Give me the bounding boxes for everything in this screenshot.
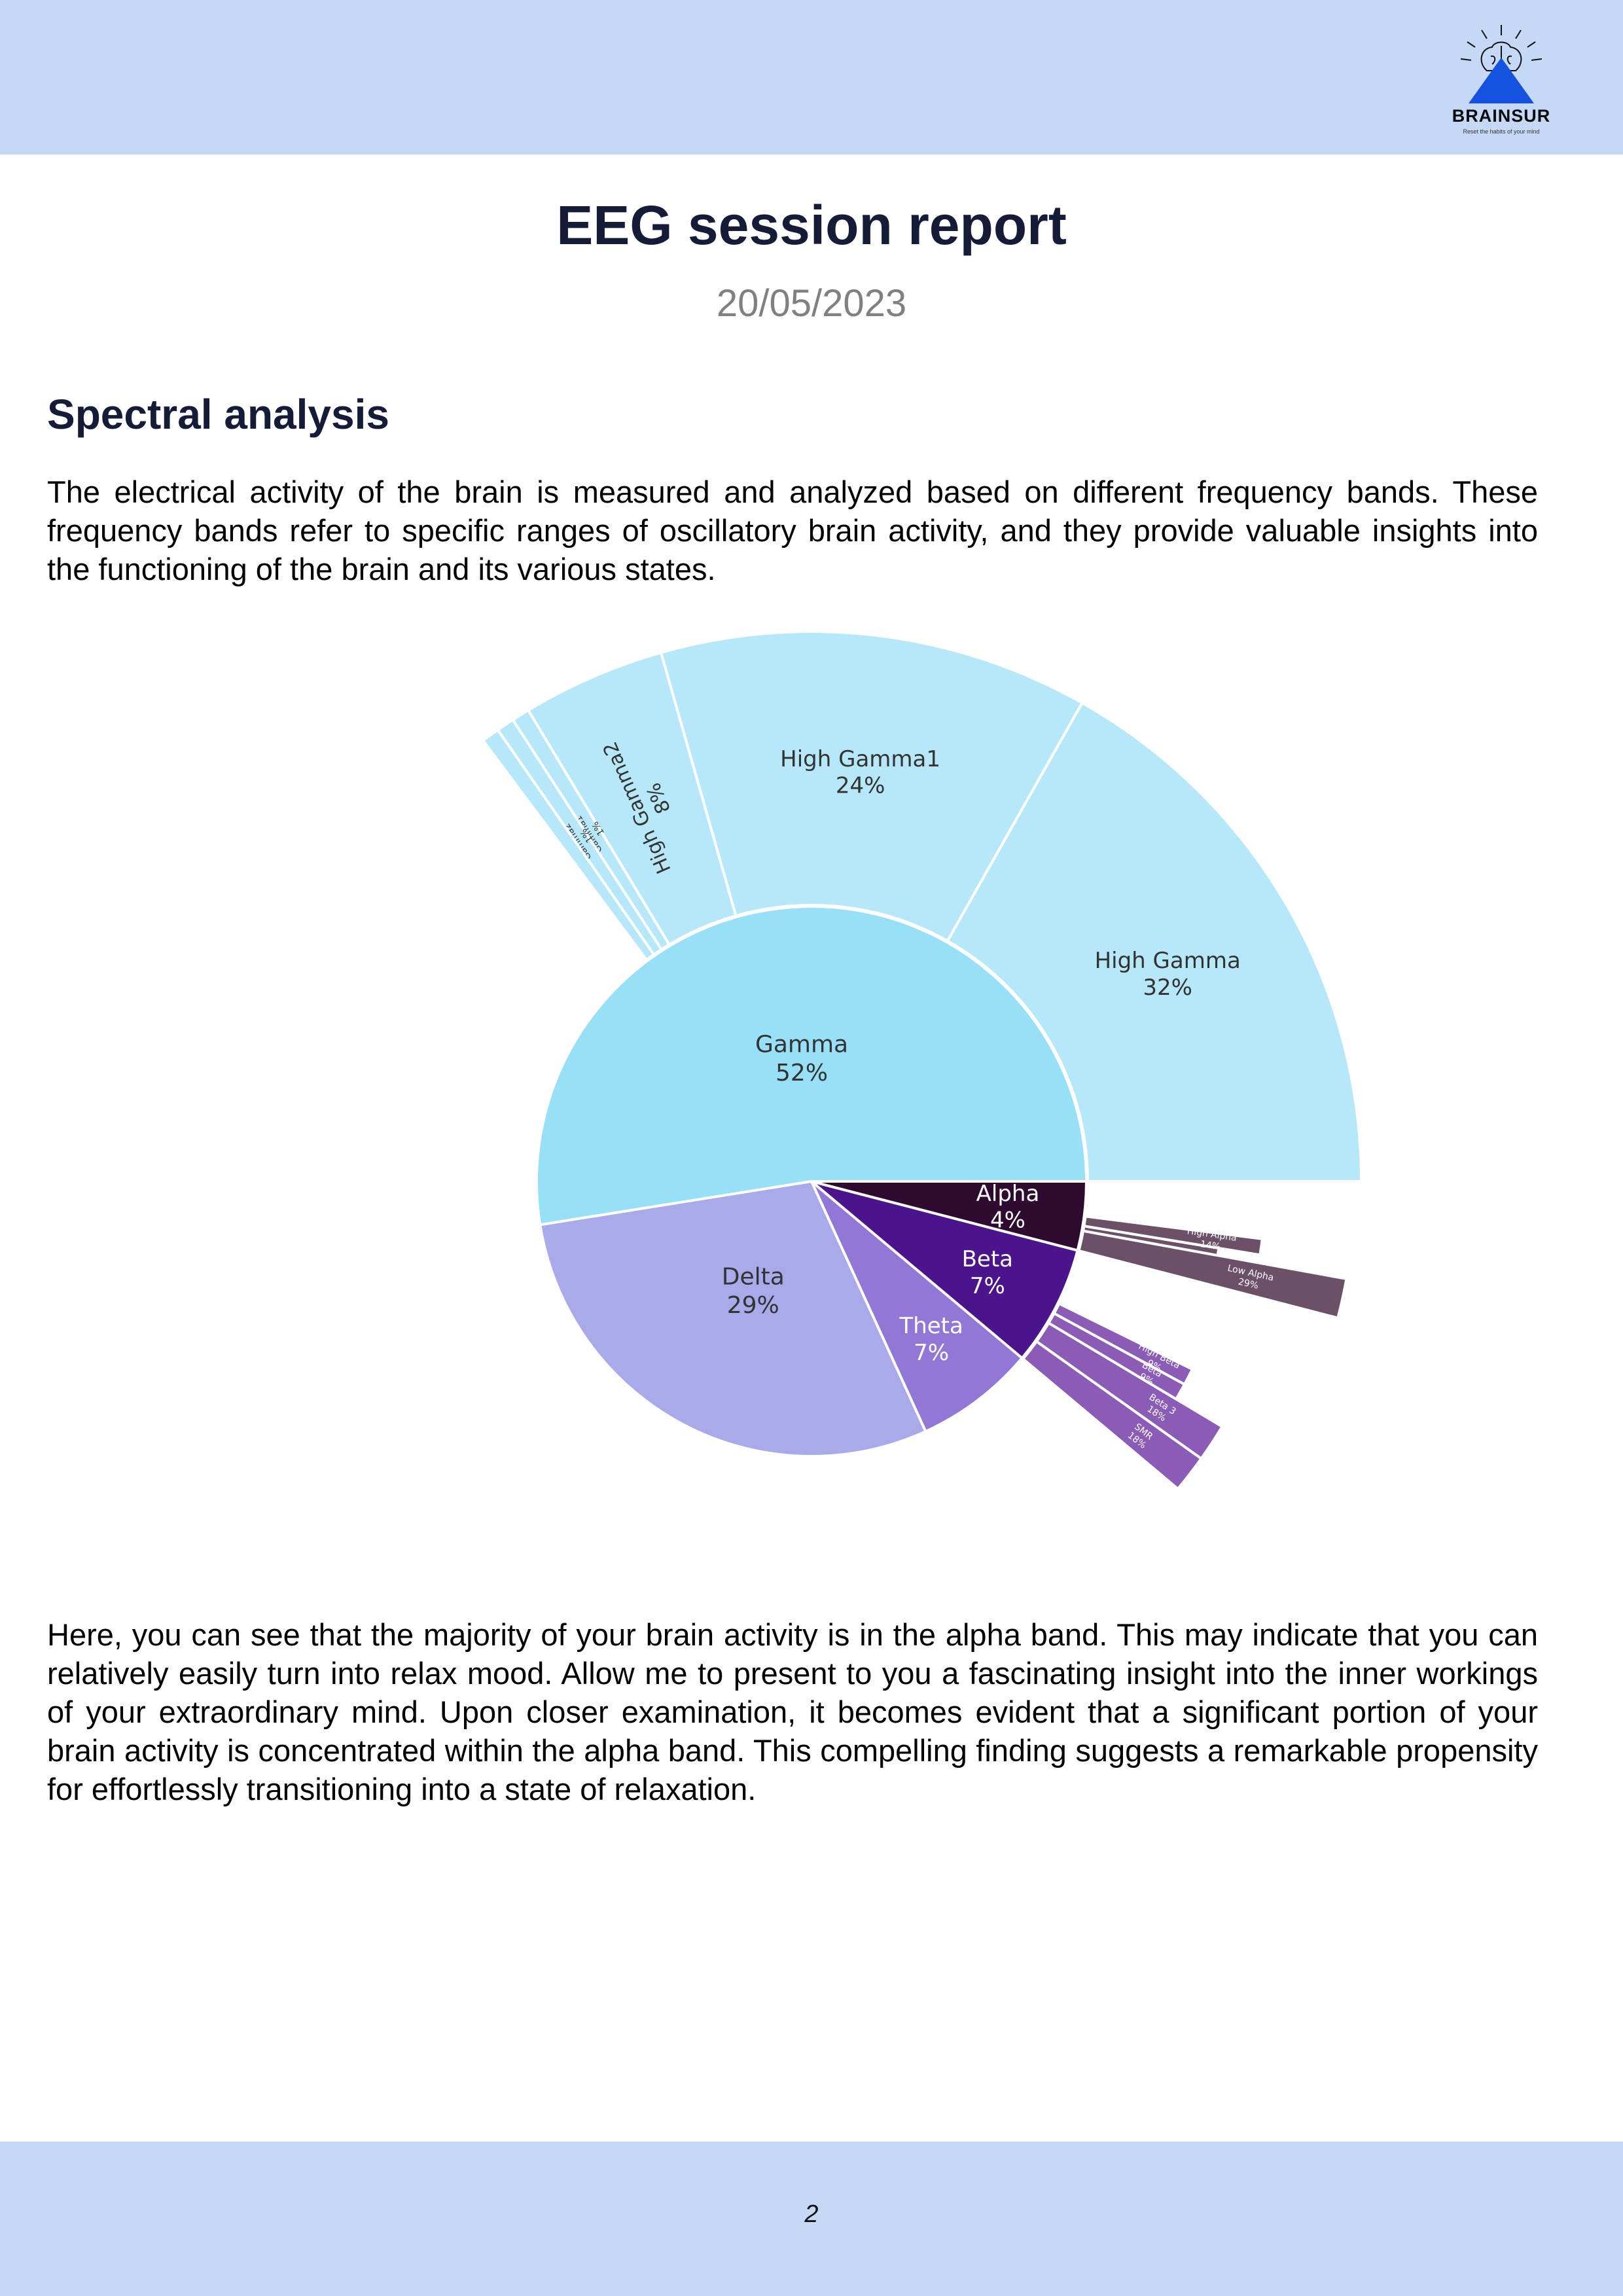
page-footer: 2 bbox=[0, 2142, 1623, 2296]
sunburst-wedge-delta bbox=[538, 1179, 928, 1458]
sunburst-wedge-beta bbox=[810, 1180, 1079, 1360]
brain-mountain-logo-icon bbox=[1460, 25, 1543, 103]
intro-paragraph: The electrical activity of the brain is … bbox=[47, 475, 1538, 586]
sunburst-label-gamma: Gamma 52% bbox=[755, 1031, 848, 1086]
sunburst-outer-wedge-beta-smr bbox=[1021, 1339, 1204, 1491]
sunburst-svg: Gamma 52% Delta 29% Theta 7% Beta 7% Alpha 4% High… bbox=[481, 630, 1363, 1491]
brand-logo: BRAINSUR Reset the habits of your mind bbox=[1436, 20, 1567, 144]
sunburst-outer-wedge-gamma-high-gamma2 bbox=[526, 651, 738, 947]
sunburst-label-theta: Theta 7% bbox=[899, 1313, 963, 1366]
sunburst-outer-wedge-beta-high-beta bbox=[1052, 1302, 1194, 1386]
report-date: 20/05/2023 bbox=[716, 282, 907, 325]
page-title: EEG session report bbox=[556, 194, 1067, 256]
sunburst-label-beta: Beta 7% bbox=[962, 1246, 1013, 1299]
brand-name: BRAINSUR bbox=[1452, 106, 1551, 126]
page-number: 2 bbox=[804, 2200, 819, 2228]
sunburst-outer-wedge-gamma-high-gamma bbox=[946, 701, 1363, 1183]
page-header: BRAINSUR Reset the habits of your mind bbox=[0, 0, 1623, 154]
spectral-sunburst-chart: Gamma 52% Delta 29% Theta 7% Beta 7% Alpha 4% High… bbox=[0, 589, 1623, 1571]
sunburst-label-alpha: Alpha 4% bbox=[976, 1181, 1040, 1234]
sunburst-outer-wedge-beta-beta-3 bbox=[1035, 1321, 1224, 1461]
sunburst-wedge-gamma bbox=[535, 905, 1088, 1227]
sunburst-outer-label-high-gamma1: High Gamma1 24% bbox=[780, 746, 940, 799]
section-title: Spectral analysis bbox=[47, 391, 389, 438]
sunburst-outer-label-high-gamma: High Gamma 32% bbox=[1095, 948, 1241, 1001]
sunburst-outer-wedge-alpha-low-alpha bbox=[1077, 1229, 1348, 1320]
brand-tagline: Reset the habits of your mind bbox=[1463, 128, 1540, 135]
conclusion-paragraph: Here, you can see that the majority of y… bbox=[47, 1617, 1538, 1806]
sunburst-outer-wedge-gamma-high-gamma1 bbox=[659, 630, 1084, 943]
sunburst-wedge-theta bbox=[810, 1180, 1024, 1433]
sunburst-outer-wedge-gamma-unlabeled bbox=[481, 728, 656, 962]
sunburst-label-delta: Delta 29% bbox=[722, 1264, 785, 1319]
sunburst-outer-wedge-alpha-high-alpha bbox=[1082, 1215, 1264, 1257]
